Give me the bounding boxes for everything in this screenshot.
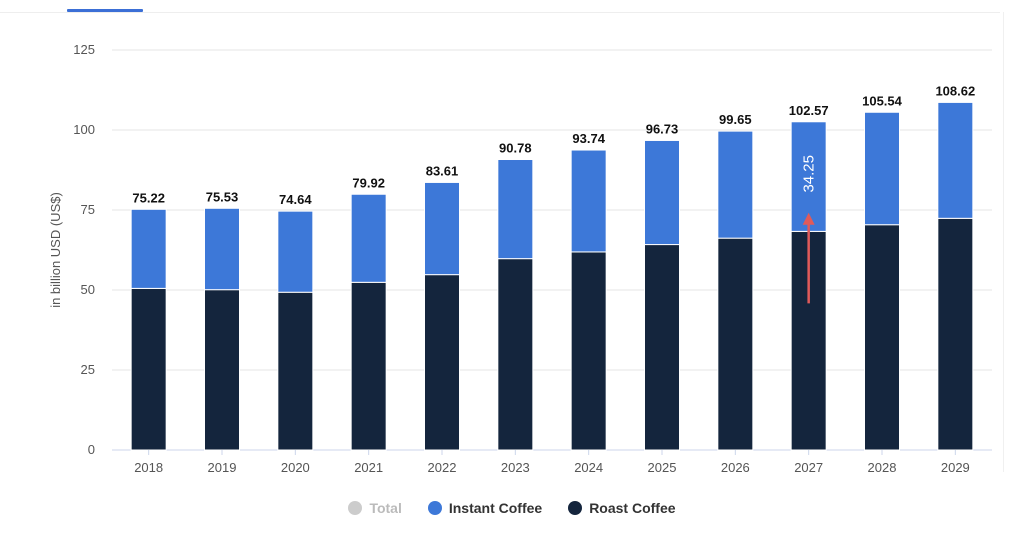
legend-label-total: Total xyxy=(369,500,402,516)
bar-roast-coffee-2021[interactable] xyxy=(350,281,387,451)
bar-instant-coffee-2019[interactable] xyxy=(204,207,240,291)
total-value-label: 75.53 xyxy=(206,189,239,204)
legend-item-total[interactable]: Total xyxy=(348,500,402,516)
total-value-label: 99.65 xyxy=(719,112,752,127)
total-value-label: 83.61 xyxy=(426,163,459,178)
x-tick-label: 2027 xyxy=(794,460,823,475)
right-edge-divider xyxy=(1003,12,1004,472)
y-tick-label: 50 xyxy=(81,282,95,297)
x-tick-label: 2022 xyxy=(428,460,457,475)
bars xyxy=(130,101,974,451)
bar-roast-coffee-2019[interactable] xyxy=(204,289,240,451)
x-tick-label: 2025 xyxy=(648,460,677,475)
legend-label-instant-coffee: Instant Coffee xyxy=(448,500,543,516)
x-tick-label: 2023 xyxy=(501,460,530,475)
legend-item-instant-coffee[interactable]: Instant Coffee xyxy=(427,500,543,516)
value-labels: 75.22 75.53 74.64 79.92 83.61 90.78 93.74 96.73… xyxy=(132,83,975,304)
top-divider xyxy=(0,12,1000,13)
total-value-label: 79.92 xyxy=(352,175,385,190)
total-value-label: 93.74 xyxy=(572,131,605,146)
x-tick-label: 2029 xyxy=(941,460,970,475)
x-axis-ticks: 2018 2019 2020 2021 2022 2023 2024 2025 2026 2027… xyxy=(134,450,970,475)
active-tab-indicator xyxy=(67,9,143,12)
bar-instant-coffee-2024[interactable] xyxy=(570,149,607,253)
x-tick-label: 2018 xyxy=(134,460,163,475)
total-value-label: 90.78 xyxy=(499,141,532,156)
total-value-label: 102.57 xyxy=(789,103,829,118)
total-value-label: 74.64 xyxy=(279,192,312,207)
bar-instant-coffee-2023[interactable] xyxy=(497,159,534,260)
legend-dot-instant-coffee xyxy=(427,501,442,515)
y-tick-label: 125 xyxy=(73,42,95,57)
bar-instant-coffee-2026[interactable] xyxy=(717,130,754,239)
y-tick-label: 0 xyxy=(88,442,95,457)
bar-instant-coffee-2025[interactable] xyxy=(644,139,680,246)
bar-roast-coffee-2025[interactable] xyxy=(644,244,680,451)
legend: Total Instant Coffee Roast Coffee xyxy=(0,496,1024,520)
y-tick-label: 25 xyxy=(81,362,95,377)
bar-roast-coffee-2018[interactable] xyxy=(130,287,167,451)
total-value-label: 108.62 xyxy=(935,83,975,98)
bar-instant-coffee-2020[interactable] xyxy=(277,210,314,293)
legend-label-roast-coffee: Roast Coffee xyxy=(589,500,676,516)
legend-dot-total xyxy=(348,501,363,515)
total-value-label: 75.22 xyxy=(132,190,165,205)
y-axis-ticks: 0 25 50 75 100 125 xyxy=(73,42,95,457)
bar-instant-coffee-2018[interactable] xyxy=(130,208,167,289)
total-value-label: 96.73 xyxy=(646,121,679,136)
grid-lines xyxy=(112,49,992,451)
bar-roast-coffee-2029[interactable] xyxy=(937,217,974,451)
bar-instant-coffee-2022[interactable] xyxy=(424,181,460,276)
annotation-arrow-head xyxy=(802,212,815,225)
bar-instant-coffee-2029[interactable] xyxy=(937,101,974,219)
x-tick-label: 2021 xyxy=(354,460,383,475)
x-tick-label: 2024 xyxy=(574,460,603,475)
y-axis-title: in billion USD (US$) xyxy=(48,192,63,308)
bar-roast-coffee-2023[interactable] xyxy=(497,258,534,451)
y-tick-label: 75 xyxy=(81,202,95,217)
x-tick-label: 2019 xyxy=(208,460,237,475)
bar-roast-coffee-2028[interactable] xyxy=(864,224,900,451)
x-tick-label: 2026 xyxy=(721,460,750,475)
segment-value-label: 34.25 xyxy=(801,155,818,193)
y-tick-label: 100 xyxy=(73,122,95,137)
bar-roast-coffee-2026[interactable] xyxy=(717,237,754,451)
legend-dot-roast-coffee xyxy=(568,501,583,515)
total-value-label: 105.54 xyxy=(862,93,903,108)
bar-instant-coffee-2028[interactable] xyxy=(864,111,900,226)
x-tick-label: 2020 xyxy=(281,460,310,475)
legend-item-roast-coffee[interactable]: Roast Coffee xyxy=(568,500,676,516)
bar-roast-coffee-2024[interactable] xyxy=(570,251,607,451)
x-tick-label: 2028 xyxy=(868,460,897,475)
bar-roast-coffee-2020[interactable] xyxy=(277,291,314,451)
bar-roast-coffee-2022[interactable] xyxy=(424,274,460,451)
bar-instant-coffee-2021[interactable] xyxy=(350,193,387,283)
